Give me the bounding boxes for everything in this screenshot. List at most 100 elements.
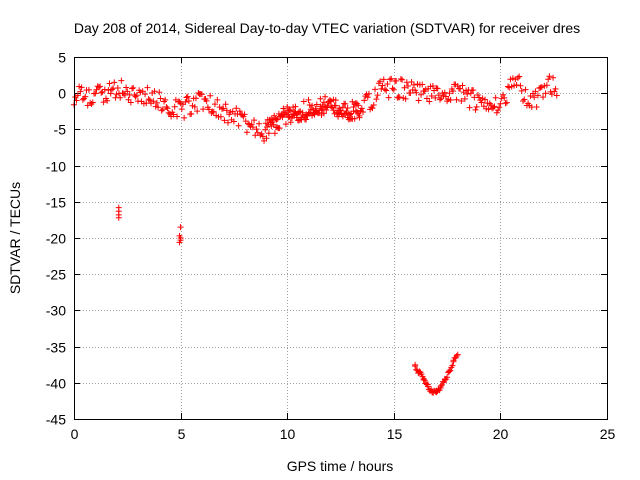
point-main-band [551,88,558,95]
point-main-band [100,99,107,106]
y-tick-label: -30 [46,303,66,319]
point-main-band [474,92,481,99]
point-main-band [546,73,553,80]
point-main-band [364,94,371,101]
point-main-band [393,77,400,84]
point-main-band [514,74,521,81]
x-tick-label: 15 [387,426,403,442]
point-main-band [185,98,192,105]
point-main-band [384,81,391,88]
point-main-band [124,88,131,95]
point-lower-branch [319,106,326,113]
point-main-band [224,119,231,126]
point-main-band [111,79,118,86]
point-main-band [522,86,529,93]
point-dip-near-17-h [440,379,447,386]
point-dip-near-17-h [428,386,435,393]
point-main-band [153,99,160,106]
x-tick-label: 0 [71,426,79,442]
point-main-band [233,105,240,112]
data-points [71,73,560,396]
point-main-band [235,122,242,129]
point-main-band [552,85,559,92]
point-main-band [114,85,121,92]
point-lower-branch [342,110,349,117]
point-main-band [550,74,557,81]
point-main-band [305,96,312,103]
y-tick-label: 5 [58,50,66,66]
point-main-band [253,126,260,133]
point-main-band [540,94,547,101]
point-lower-branch [337,107,344,114]
point-main-band [412,87,419,94]
point-main-band [157,95,164,102]
point-lower-branch [271,112,278,119]
point-lower-branch [318,105,325,112]
point-main-band [188,110,195,117]
point-main-band [379,82,386,89]
point-main-band [77,88,84,95]
point-main-band [441,89,448,96]
point-main-band [458,98,465,105]
point-main-band [472,106,479,113]
point-main-band [211,101,218,108]
point-main-band [236,108,243,115]
point-main-band [322,93,329,100]
point-main-band [265,130,272,137]
point-main-band [263,135,270,142]
point-main-band [313,101,320,108]
point-main-band [332,97,339,104]
point-lower-branch [332,102,339,109]
point-main-band [276,125,283,132]
point-main-band [372,86,379,93]
point-lower-branch [303,116,310,123]
point-main-band [369,105,376,112]
point-main-band [165,109,172,116]
point-main-band [150,98,157,105]
point-main-band [286,107,293,114]
point-dip-near-17-h [447,367,454,374]
y-tick-label: -40 [46,376,66,392]
y-tick-label: -15 [46,195,66,211]
point-main-band [256,120,263,127]
point-main-band [223,107,230,114]
point-main-band [198,91,205,98]
y-axis-label: SDTVAR / TECUs [7,182,23,294]
point-main-band [355,102,362,109]
point-main-band [401,84,408,91]
point-main-band [158,107,165,114]
point-main-band [221,117,228,124]
point-main-band [453,96,460,103]
point-main-band [241,111,248,118]
point-main-band [397,76,404,83]
point-main-band [496,104,503,111]
point-main-band [459,82,466,89]
point-main-band [104,97,111,104]
point-main-band [92,90,99,97]
point-main-band [200,106,207,113]
point-main-band [184,93,191,100]
point-main-band [79,96,86,103]
point-main-band [538,84,545,91]
point-main-band [107,90,114,97]
point-main-band [450,88,457,95]
point-main-band [191,103,198,110]
point-main-band [251,117,258,124]
point-main-band [503,99,510,106]
point-main-band [473,103,480,110]
point-dip-near-17-h [453,352,460,359]
point-main-band [130,84,137,91]
point-main-band [309,102,316,109]
point-main-band [516,73,523,80]
point-main-band [192,95,199,102]
x-axis-label: GPS time / hours [287,458,394,474]
point-main-band [389,85,396,92]
point-main-band [501,94,508,101]
point-main-band [95,84,102,91]
point-main-band [127,99,134,106]
point-main-band [123,84,130,91]
point-main-band [402,95,409,102]
point-main-band [243,129,250,136]
point-main-band [476,94,483,101]
